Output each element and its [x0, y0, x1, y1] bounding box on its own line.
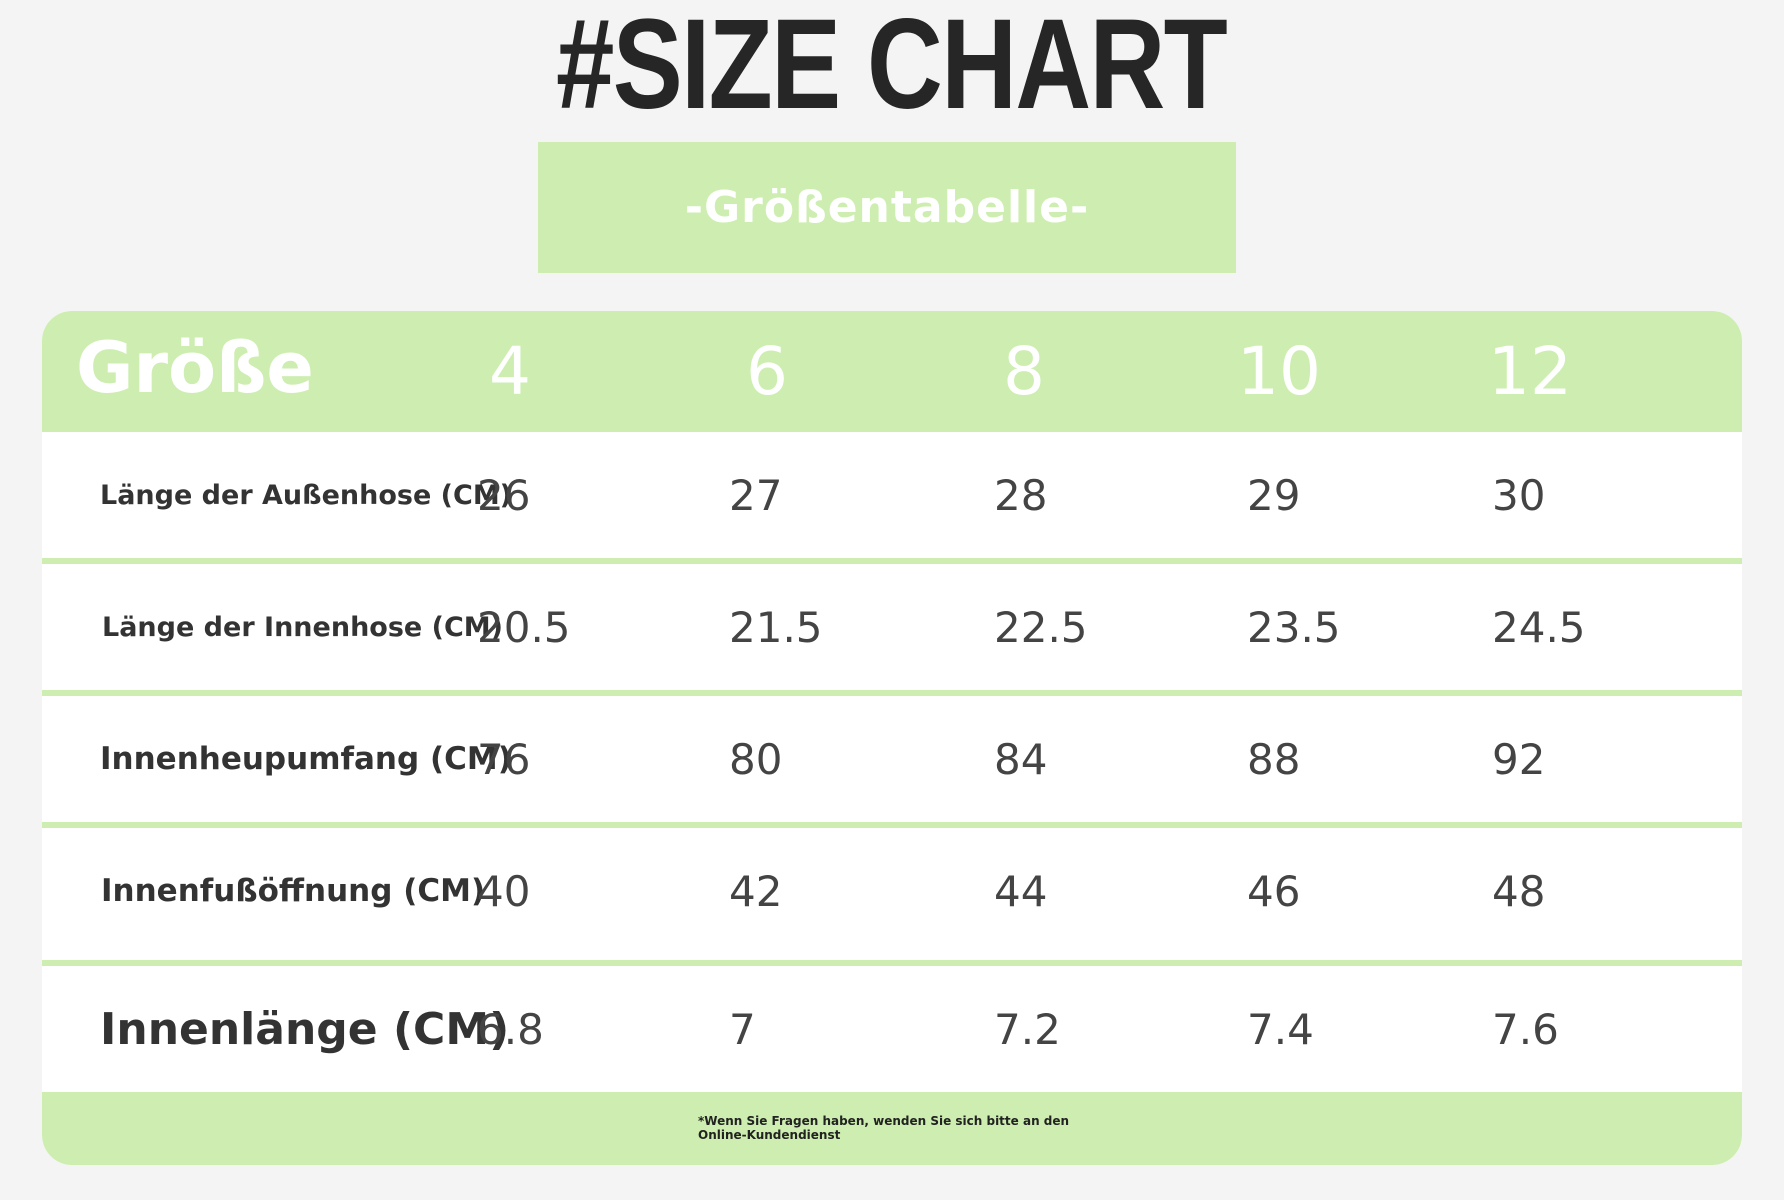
table-row: Länge der Außenhose (CM) 26 27 28 29 30 [42, 432, 1742, 558]
table-cell: 46 [1247, 866, 1301, 916]
table-cell: 21.5 [729, 602, 823, 652]
header-size-8: 8 [1003, 333, 1045, 410]
table-cell: 88 [1247, 734, 1301, 784]
table-cell: 29 [1247, 470, 1301, 520]
table-cell: 27 [729, 470, 783, 520]
page-title: #SIZE CHART [556, 0, 1228, 136]
table-row: Innenheupumfang (CM) 76 80 84 88 92 [42, 696, 1742, 822]
table-cell: 6.8 [477, 1004, 544, 1054]
subtitle: -Größentabelle- [684, 182, 1090, 233]
footer-note: *Wenn Sie Fragen haben, wenden Sie sich … [698, 1114, 1070, 1142]
table-cell: 22.5 [994, 602, 1088, 652]
row-divider [42, 960, 1742, 966]
row-label: Innenheupumfang (CM) [100, 741, 512, 777]
table-cell: 84 [994, 734, 1048, 784]
table-row: Länge der Innenhose (CM) 20.5 21.5 22.5 … [42, 564, 1742, 690]
table-cell: 23.5 [1247, 602, 1341, 652]
table-row: Innenlänge (CM) 6.8 7 7.2 7.4 7.6 [42, 966, 1742, 1092]
row-label: Länge der Außenhose (CM) [100, 479, 513, 511]
row-label: Innenfußöffnung (CM) [101, 873, 486, 909]
row-divider [42, 690, 1742, 696]
row-label: Länge der Innenhose (CM) [102, 611, 503, 643]
table-header-row: Größe 4 6 8 10 12 [42, 311, 1742, 432]
table-cell: 80 [729, 734, 783, 784]
table-cell: 92 [1492, 734, 1546, 784]
table-row: Innenfußöffnung (CM) 40 42 44 46 48 [42, 828, 1742, 954]
table-cell: 7 [729, 1004, 756, 1054]
table-cell: 20.5 [477, 602, 571, 652]
table-cell: 76 [477, 734, 531, 784]
table-cell: 44 [994, 866, 1048, 916]
table-cell: 7.6 [1492, 1004, 1559, 1054]
size-table: Größe 4 6 8 10 12 Länge der Außenhose (C… [42, 311, 1742, 1165]
header-size-4: 4 [489, 333, 531, 410]
table-cell: 7.2 [994, 1004, 1061, 1054]
row-divider [42, 822, 1742, 828]
table-cell: 30 [1492, 470, 1546, 520]
table-cell: 42 [729, 866, 783, 916]
row-divider [42, 558, 1742, 564]
table-cell: 48 [1492, 866, 1546, 916]
header-size-10: 10 [1237, 333, 1321, 410]
header-size-12: 12 [1488, 333, 1572, 410]
table-cell: 40 [477, 866, 531, 916]
table-footer: *Wenn Sie Fragen haben, wenden Sie sich … [42, 1092, 1742, 1165]
table-cell: 24.5 [1492, 602, 1586, 652]
table-cell: 28 [994, 470, 1048, 520]
header-label: Größe [76, 327, 314, 409]
table-cell: 26 [477, 470, 531, 520]
row-label: Innenlänge (CM) [100, 1003, 510, 1055]
header-size-6: 6 [746, 333, 788, 410]
subtitle-banner: -Größentabelle- [538, 142, 1236, 273]
table-cell: 7.4 [1247, 1004, 1314, 1054]
